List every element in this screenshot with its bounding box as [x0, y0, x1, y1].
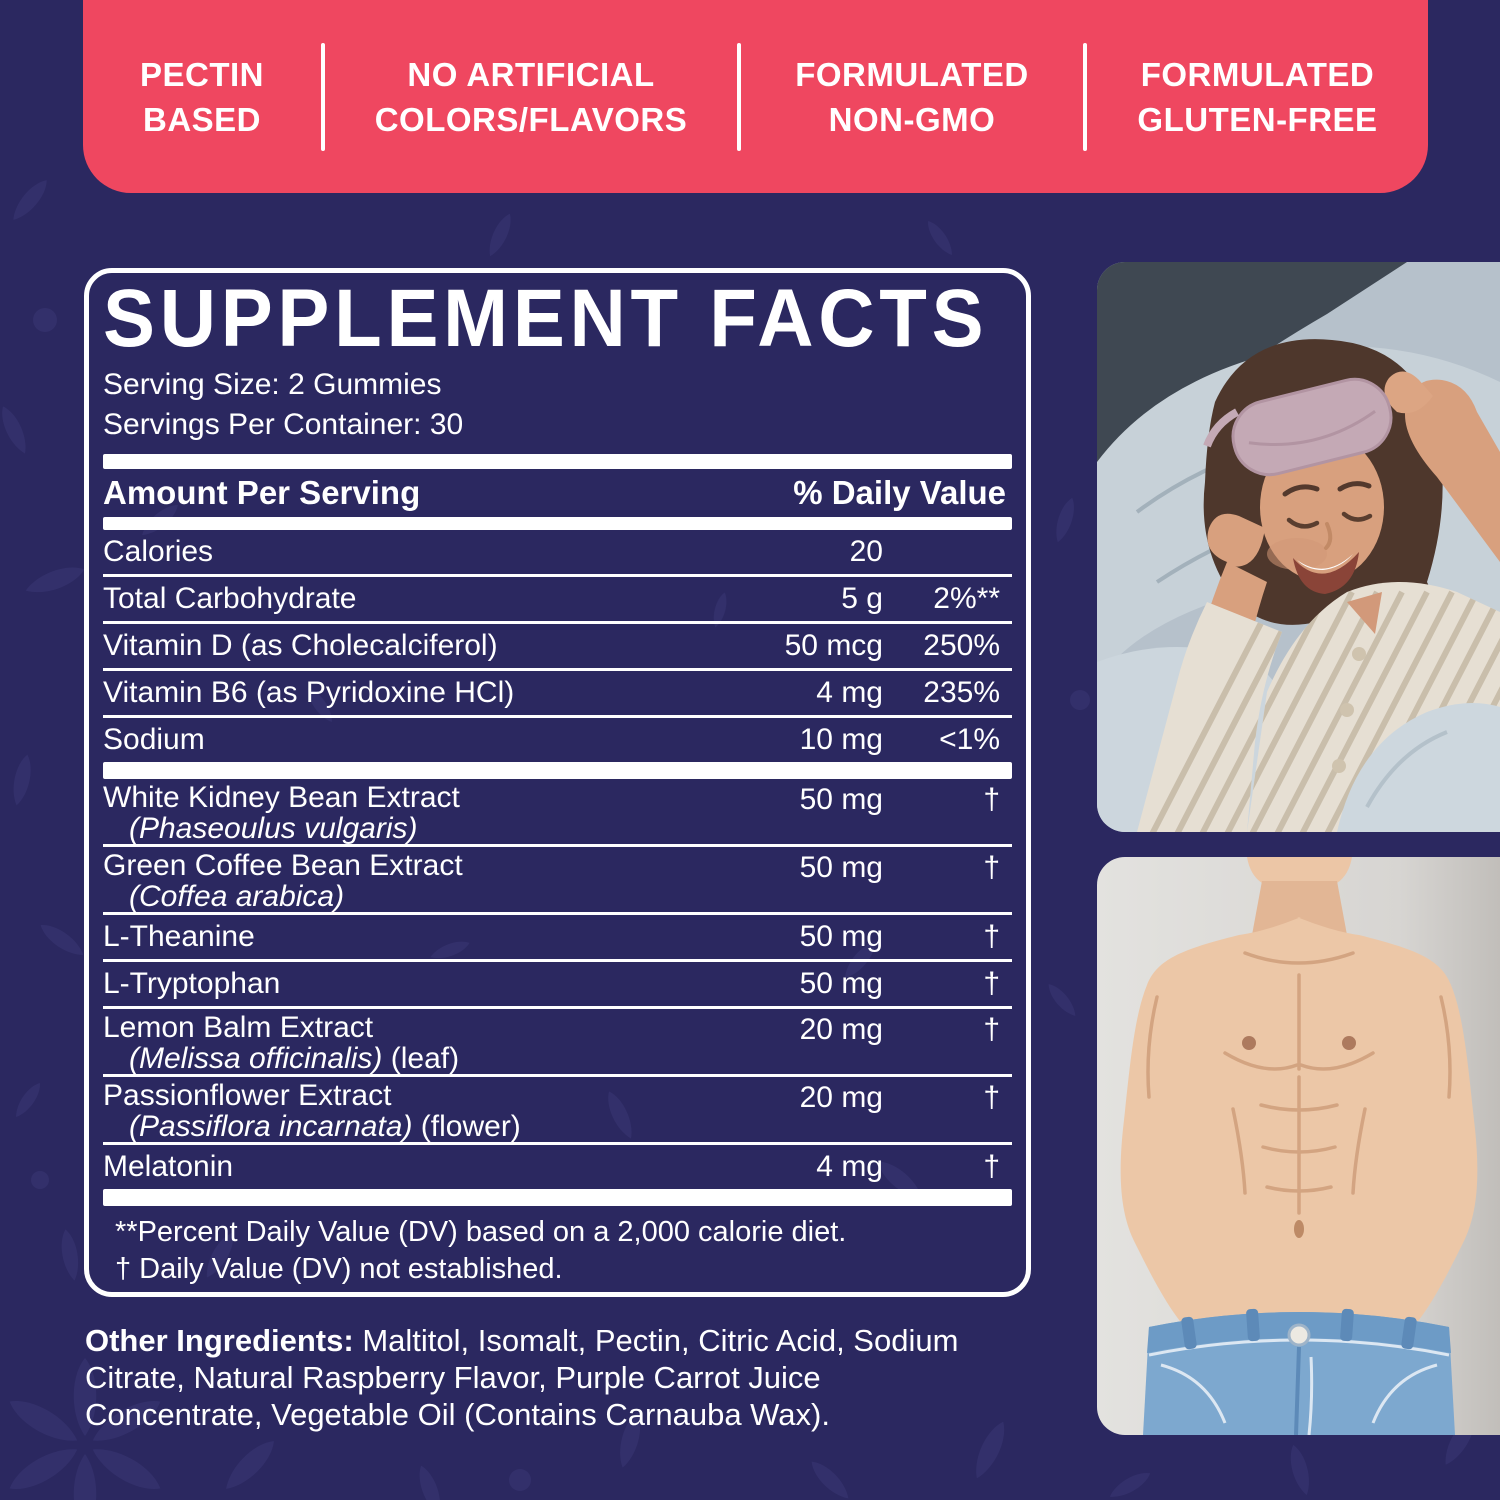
nutrient-amount: 20 mg — [799, 1013, 883, 1046]
banner-item-gluten-free: FORMULATED GLUTEN-FREE — [1087, 52, 1428, 142]
nutrient-amount: 10 mg — [799, 723, 883, 756]
banner-divider — [1083, 42, 1087, 151]
nutrient-name: Vitamin B6 (as Pyridoxine HCl) — [103, 676, 515, 709]
nutrient-amount: 4 mg — [816, 1150, 883, 1183]
nutrient-daily-value: † — [983, 1150, 1000, 1183]
nutrient-amount: 20 — [849, 535, 883, 568]
thick-separator — [103, 454, 1012, 469]
nutrient-daily-value: † — [983, 920, 1000, 953]
banner-item-non-gmo: FORMULATED NON-GMO — [741, 52, 1083, 142]
table-row-vitamin-b6: Vitamin B6 (as Pyridoxine HCl) 4 mg 235% — [103, 671, 1012, 718]
nutrient-name: Calories — [103, 535, 214, 568]
banner-item-line: FORMULATED — [795, 55, 1029, 93]
nutrient-name: L-Tryptophan — [103, 967, 281, 1000]
table-row-total-carbohydrate: Total Carbohydrate 5 g 2%** — [103, 577, 1012, 624]
nutrient-amount: 50 mcg — [784, 629, 883, 662]
table-row-white-kidney-bean: White Kidney Bean Extract (Phaseoulus vu… — [103, 779, 1012, 847]
amount-per-serving-header: Amount Per Serving — [103, 474, 421, 511]
nutrient-daily-value: 235% — [923, 676, 1000, 709]
nutrient-name-main: Lemon Balm Extract — [103, 1011, 374, 1044]
table-header-row: Amount Per Serving % Daily Value — [103, 469, 1012, 517]
banner-divider — [321, 42, 325, 151]
table-row-sodium: Sodium 10 mg <1% — [103, 718, 1012, 762]
nutrient-name: L-Theanine — [103, 920, 255, 953]
feature-banner: PECTIN BASED NO ARTIFICIAL COLORS/FLAVOR… — [83, 0, 1428, 193]
nutrient-amount: 4 mg — [816, 676, 883, 709]
nutrient-daily-value: † — [983, 783, 1000, 816]
botanical-name: (Phaseoulus vulgaris) — [129, 812, 418, 845]
table-row-vitamin-d: Vitamin D (as Cholecalciferol) 50 mcg 25… — [103, 624, 1012, 671]
nutrient-name: Total Carbohydrate — [103, 582, 357, 615]
table-row-calories: Calories 20 — [103, 530, 1012, 577]
footnote-dv-basis: **Percent Daily Value (DV) based on a 2,… — [115, 1216, 847, 1248]
nutrient-name: Lemon Balm Extract (Melissa officinalis)… — [103, 1012, 713, 1074]
banner-item-line: COLORS/FLAVORS — [374, 100, 688, 138]
banner-item-line: NON-GMO — [828, 100, 996, 138]
nutrient-daily-value: † — [983, 1013, 1000, 1046]
nutrient-daily-value: † — [983, 851, 1000, 884]
nutrient-daily-value: † — [983, 967, 1000, 1000]
nutrient-daily-value: † — [983, 1081, 1000, 1114]
supplement-facts-panel: SUPPLEMENT FACTS Serving Size: 2 Gummies… — [84, 268, 1031, 1297]
banner-item-line: PECTIN — [139, 55, 264, 93]
table-row-green-coffee-bean: Green Coffee Bean Extract (Coffea arabic… — [103, 847, 1012, 915]
nutrient-name: Green Coffee Bean Extract (Coffea arabic… — [103, 850, 713, 912]
nutrient-amount: 50 mg — [799, 851, 883, 884]
other-ingredients-line2: Citrate, Natural Raspberry Flavor, Purpl… — [85, 1360, 821, 1395]
table-row-passionflower: Passionflower Extract (Passiflora incarn… — [103, 1077, 1012, 1145]
banner-item-line: BASED — [142, 100, 262, 138]
banner-item-line: NO ARTIFICIAL — [407, 55, 655, 93]
banner-item-line: GLUTEN-FREE — [1137, 100, 1378, 138]
nutrient-name-main: Green Coffee Bean Extract — [103, 849, 463, 882]
thick-separator — [103, 1189, 1012, 1206]
table-row-l-theanine: L-Theanine 50 mg † — [103, 915, 1012, 962]
nutrient-amount: 50 mg — [799, 920, 883, 953]
nutrient-name: Vitamin D (as Cholecalciferol) — [103, 629, 498, 662]
nutrient-amount: 50 mg — [799, 783, 883, 816]
table-row-melatonin: Melatonin 4 mg † — [103, 1145, 1012, 1189]
banner-divider — [737, 42, 741, 151]
botanical-name: (Melissa officinalis) (leaf) — [129, 1042, 460, 1075]
banner-item-line: FORMULATED — [1140, 55, 1375, 93]
other-ingredients-line3: Concentrate, Vegetable Oil (Contains Car… — [85, 1397, 830, 1432]
nutrient-name: Sodium — [103, 723, 205, 756]
banner-item-no-artificial: NO ARTIFICIAL COLORS/FLAVORS — [325, 52, 737, 142]
banner-item-pectin-based: PECTIN BASED — [83, 52, 321, 142]
nutrient-amount: 5 g — [841, 582, 883, 615]
nutrient-name-main: Passionflower Extract — [103, 1079, 392, 1112]
nutrient-name: Melatonin — [103, 1150, 234, 1183]
man-torso-illustration — [1097, 857, 1500, 1435]
botanical-name: (Coffea arabica) — [129, 880, 345, 913]
other-ingredients: Other Ingredients: Maltitol, Isomalt, Pe… — [85, 1322, 1045, 1433]
photo-man-torso — [1097, 857, 1500, 1435]
nutrient-name: Passionflower Extract (Passiflora incarn… — [103, 1080, 713, 1142]
nutrient-name: White Kidney Bean Extract (Phaseoulus vu… — [103, 782, 713, 844]
thick-separator — [103, 762, 1012, 779]
thick-separator — [103, 517, 1012, 530]
woman-sleeping-illustration — [1097, 262, 1500, 832]
serving-size-line: Serving Size: 2 Gummies — [103, 368, 442, 401]
nutrient-amount: 20 mg — [799, 1081, 883, 1114]
table-row-lemon-balm: Lemon Balm Extract (Melissa officinalis)… — [103, 1009, 1012, 1077]
servings-per-container-line: Servings Per Container: 30 — [103, 408, 464, 441]
nutrient-daily-value: <1% — [939, 723, 1000, 756]
nutrient-name-main: White Kidney Bean Extract — [103, 781, 460, 814]
nutrient-amount: 50 mg — [799, 967, 883, 1000]
botanical-name: (Passiflora incarnata) (flower) — [129, 1110, 521, 1143]
supplement-facts-title: SUPPLEMENT FACTS — [103, 273, 989, 364]
footnote-dv-not-established: † Daily Value (DV) not established. — [115, 1253, 563, 1285]
other-ingredients-label: Other Ingredients: — [85, 1323, 354, 1358]
table-row-l-tryptophan: L-Tryptophan 50 mg † — [103, 962, 1012, 1009]
nutrient-daily-value: 250% — [923, 629, 1000, 662]
nutrient-daily-value: 2%** — [933, 582, 1000, 615]
other-ingredients-line1: Maltitol, Isomalt, Pectin, Citric Acid, … — [353, 1323, 959, 1358]
photo-woman-sleep-mask — [1097, 262, 1500, 832]
daily-value-header: % Daily Value — [793, 474, 1006, 511]
